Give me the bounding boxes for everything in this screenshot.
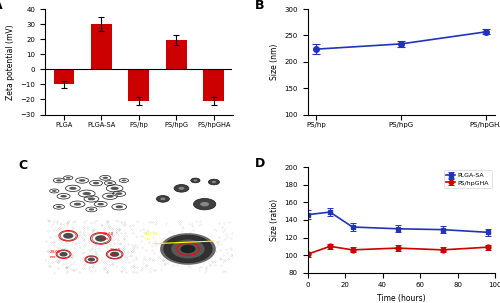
- Y-axis label: Size (ratio): Size (ratio): [270, 199, 278, 241]
- Text: D: D: [255, 157, 265, 170]
- X-axis label: Time (hours): Time (hours): [377, 294, 426, 303]
- Legend: PLGA-SA, PS/hpGHA: PLGA-SA, PS/hpGHA: [444, 170, 492, 188]
- Bar: [204, 69, 224, 101]
- Text: B: B: [255, 0, 264, 12]
- Bar: [166, 40, 186, 69]
- Bar: [128, 69, 149, 101]
- Y-axis label: Zeta potential (mV): Zeta potential (mV): [6, 24, 15, 100]
- Text: A: A: [0, 0, 2, 12]
- Bar: [91, 24, 112, 69]
- Y-axis label: Size (nm): Size (nm): [270, 44, 278, 80]
- Bar: [54, 69, 74, 85]
- Text: C: C: [19, 159, 28, 172]
